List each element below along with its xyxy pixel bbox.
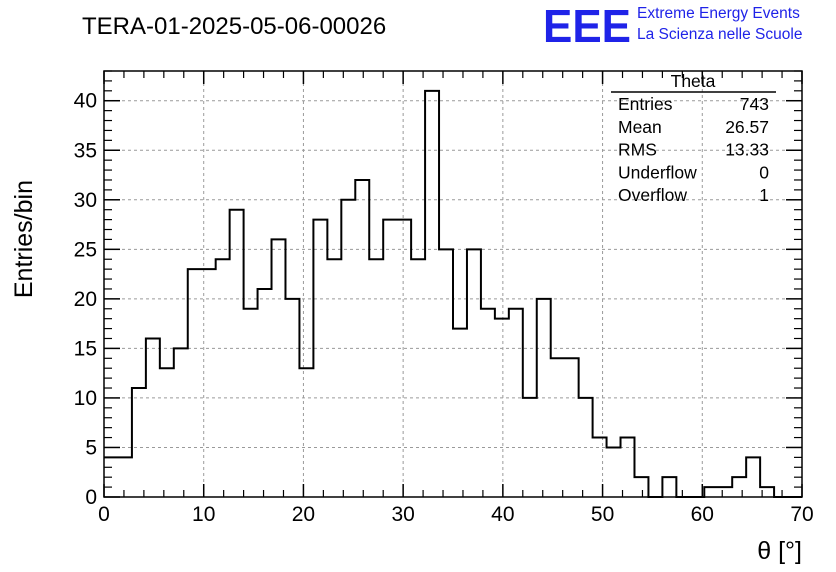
histogram-bin [327, 259, 341, 497]
x-tick-labels: 0 10 20 30 40 50 60 70 [98, 503, 814, 526]
y-tick-label: 40 [74, 90, 97, 113]
histogram-bin [118, 457, 132, 497]
histogram-bin [760, 487, 774, 497]
histogram-bin [146, 338, 160, 497]
stats-rows: Entries 743 Mean 26.57 RMS 13.33 Underflow 0 Ove… [618, 94, 769, 205]
eee-logo: EEE Extreme Energy Events La Scienza nel… [543, 0, 802, 52]
y-tick-label: 10 [74, 387, 97, 410]
histogram-bin [355, 180, 369, 497]
histogram-bin [425, 91, 439, 497]
histogram-bin [467, 249, 481, 497]
stats-title: Theta [671, 71, 716, 91]
plot-frame [103, 70, 803, 498]
logo-acronym: EEE [543, 0, 631, 52]
histogram-bin [621, 438, 635, 497]
y-tick-label: 20 [74, 288, 97, 311]
histogram-bin [704, 487, 718, 497]
histogram-bin [439, 249, 453, 497]
histogram-bin [579, 398, 593, 497]
histogram-bin [537, 299, 551, 497]
x-tick-label: 70 [790, 503, 813, 526]
x-tick-label: 30 [391, 503, 414, 526]
histogram-bin [272, 239, 286, 497]
chart-title: TERA-01-2025-05-06-00026 [82, 13, 386, 40]
histogram-bin [453, 329, 467, 497]
histogram-bin [244, 309, 258, 497]
logo-line-2: La Scienza nelle Scuole [637, 26, 802, 43]
logo-line-1: Extreme Energy Events [637, 5, 800, 22]
y-tick-label: 5 [85, 436, 97, 459]
stats-value: 743 [740, 94, 769, 114]
histogram-bin [593, 438, 607, 497]
histogram-bin [746, 457, 760, 497]
histogram-bin [732, 477, 746, 497]
histogram-bin [285, 299, 299, 497]
histogram-bin [132, 388, 146, 497]
stats-label: RMS [618, 140, 657, 160]
histogram-bin [299, 368, 313, 497]
minor-ticks [104, 70, 802, 497]
stats-label: Overflow [618, 185, 687, 205]
stats-value: 26.57 [725, 117, 769, 137]
x-tick-label: 10 [192, 503, 215, 526]
histogram-bin [174, 348, 188, 497]
stats-label: Entries [618, 94, 673, 114]
stats-value: 1 [759, 185, 769, 205]
x-tick-label: 20 [292, 503, 315, 526]
histogram-bin [369, 259, 383, 497]
histogram-bin [607, 447, 621, 497]
histogram-bin [383, 220, 397, 497]
x-axis-label: θ [°] [757, 537, 802, 565]
histogram-bin [104, 457, 118, 497]
histogram-bin [509, 309, 523, 497]
histogram-bin [258, 289, 272, 497]
histogram-bin [662, 477, 676, 497]
histogram-bin [411, 259, 425, 497]
histogram-bin [397, 220, 411, 497]
y-tick-label: 30 [74, 189, 97, 212]
histogram-bin [481, 309, 495, 497]
stats-box: Theta Entries 743 Mean 26.57 RMS 13.33 Underfl… [611, 71, 776, 205]
histogram-bin [495, 319, 509, 497]
histogram-bin [313, 220, 327, 497]
histogram-bin [341, 200, 355, 497]
stats-label: Mean [618, 117, 662, 137]
histogram-bin [230, 210, 244, 497]
histogram-bin [202, 269, 216, 497]
stats-label: Underflow [618, 162, 697, 182]
histogram-bin [718, 487, 732, 497]
histogram-bin [565, 358, 579, 497]
stats-value: 13.33 [725, 140, 769, 160]
histogram-bin [523, 398, 537, 497]
x-tick-label: 50 [591, 503, 614, 526]
histogram-outline [104, 89, 802, 498]
x-tick-label: 60 [691, 503, 714, 526]
y-tick-label: 25 [74, 238, 97, 261]
grid-lines [104, 71, 802, 497]
histogram-bin [216, 259, 230, 497]
x-tick-label: 0 [98, 503, 110, 526]
histogram-bin [160, 368, 174, 497]
histogram-bin [551, 358, 565, 497]
y-tick-label: 0 [85, 486, 97, 509]
histogram-bin [634, 477, 648, 497]
x-tick-label: 40 [491, 503, 514, 526]
y-tick-label: 15 [74, 337, 97, 360]
y-tick-labels: 0 5 10 15 20 25 30 35 40 [74, 90, 97, 509]
stats-value: 0 [759, 162, 769, 182]
y-tick-label: 35 [74, 139, 97, 162]
major-ticks [103, 71, 803, 498]
histogram-bin [188, 269, 202, 497]
y-axis-label: Entries/bin [10, 180, 38, 298]
